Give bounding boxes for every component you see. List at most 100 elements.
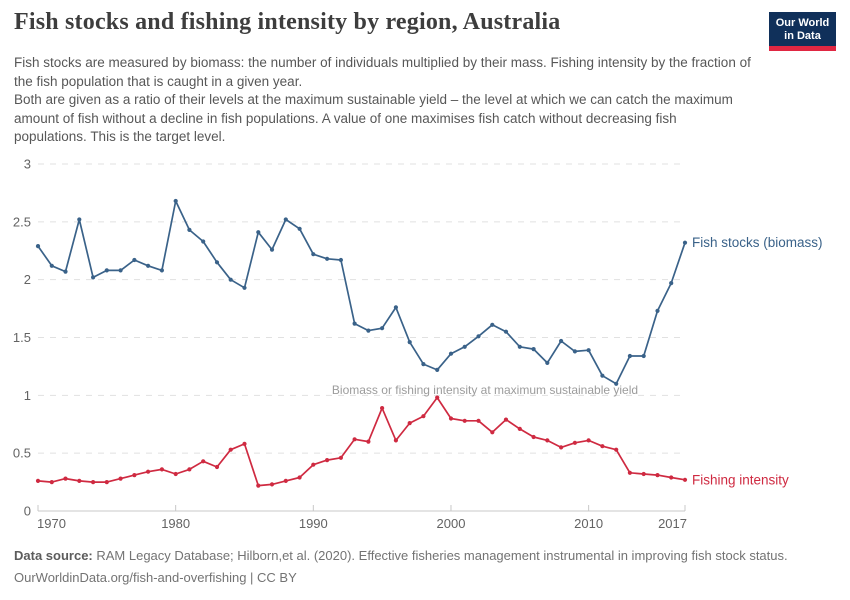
data-point-fishing-intensity[interactable] bbox=[146, 469, 151, 474]
data-point-fish-stocks-biomass[interactable] bbox=[682, 240, 688, 245]
data-point-fish-stocks-biomass[interactable] bbox=[380, 326, 385, 331]
data-point-fish-stocks-biomass[interactable] bbox=[173, 198, 178, 204]
data-point-fish-stocks-biomass[interactable] bbox=[77, 217, 82, 222]
data-point-fishing-intensity[interactable] bbox=[297, 475, 302, 480]
data-point-fish-stocks-biomass[interactable] bbox=[435, 367, 440, 372]
data-point-fish-stocks-biomass[interactable] bbox=[104, 268, 109, 273]
data-point-fish-stocks-biomass[interactable] bbox=[159, 268, 164, 273]
data-point-fish-stocks-biomass[interactable] bbox=[352, 321, 357, 326]
data-point-fishing-intensity[interactable] bbox=[311, 462, 316, 467]
data-point-fish-stocks-biomass[interactable] bbox=[49, 263, 54, 268]
data-point-fishing-intensity[interactable] bbox=[435, 395, 440, 400]
data-point-fishing-intensity[interactable] bbox=[35, 478, 41, 483]
data-point-fishing-intensity[interactable] bbox=[421, 414, 426, 419]
data-point-fishing-intensity[interactable] bbox=[517, 426, 522, 431]
data-point-fishing-intensity[interactable] bbox=[228, 447, 233, 452]
data-point-fish-stocks-biomass[interactable] bbox=[325, 256, 330, 261]
data-point-fish-stocks-biomass[interactable] bbox=[407, 340, 412, 345]
data-point-fishing-intensity[interactable] bbox=[462, 418, 467, 423]
series-line-fishing-intensity[interactable] bbox=[37, 396, 686, 487]
data-point-fishing-intensity[interactable] bbox=[366, 439, 371, 444]
data-point-fish-stocks-biomass[interactable] bbox=[559, 338, 564, 344]
data-point-fish-stocks-biomass[interactable] bbox=[448, 351, 454, 356]
data-point-fishing-intensity[interactable] bbox=[448, 416, 454, 421]
data-point-fish-stocks-biomass[interactable] bbox=[269, 247, 275, 252]
data-point-fishing-intensity[interactable] bbox=[63, 476, 68, 481]
data-point-fishing-intensity[interactable] bbox=[118, 476, 123, 481]
data-point-fish-stocks-biomass[interactable] bbox=[242, 285, 247, 290]
data-point-fish-stocks-biomass[interactable] bbox=[641, 353, 646, 359]
data-point-fish-stocks-biomass[interactable] bbox=[503, 329, 509, 334]
data-point-fish-stocks-biomass[interactable] bbox=[118, 268, 123, 273]
data-point-fish-stocks-biomass[interactable] bbox=[655, 308, 660, 313]
data-point-fish-stocks-biomass[interactable] bbox=[256, 230, 261, 235]
data-point-fishing-intensity[interactable] bbox=[214, 464, 220, 470]
data-point-fish-stocks-biomass[interactable] bbox=[132, 257, 137, 263]
data-point-fish-stocks-biomass[interactable] bbox=[531, 347, 536, 352]
data-point-fish-stocks-biomass[interactable] bbox=[393, 305, 398, 310]
data-point-fishing-intensity[interactable] bbox=[77, 478, 82, 483]
data-point-fish-stocks-biomass[interactable] bbox=[311, 252, 316, 257]
data-point-fish-stocks-biomass[interactable] bbox=[572, 349, 578, 354]
data-point-fishing-intensity[interactable] bbox=[325, 458, 330, 463]
data-point-fishing-intensity[interactable] bbox=[545, 438, 550, 443]
data-point-fish-stocks-biomass[interactable] bbox=[228, 277, 233, 282]
data-point-fish-stocks-biomass[interactable] bbox=[91, 275, 96, 280]
data-point-fishing-intensity[interactable] bbox=[173, 471, 178, 477]
data-point-fishing-intensity[interactable] bbox=[49, 480, 54, 485]
data-point-fishing-intensity[interactable] bbox=[572, 440, 578, 445]
data-point-fish-stocks-biomass[interactable] bbox=[214, 260, 220, 265]
data-point-fishing-intensity[interactable] bbox=[159, 467, 164, 472]
data-point-fishing-intensity[interactable] bbox=[352, 437, 357, 442]
data-point-fish-stocks-biomass[interactable] bbox=[517, 344, 522, 349]
data-point-fish-stocks-biomass[interactable] bbox=[63, 269, 68, 274]
data-point-fish-stocks-biomass[interactable] bbox=[297, 226, 302, 231]
data-point-fishing-intensity[interactable] bbox=[490, 430, 495, 435]
data-point-fishing-intensity[interactable] bbox=[600, 444, 605, 449]
data-point-fish-stocks-biomass[interactable] bbox=[600, 373, 605, 378]
owid-logo[interactable]: Our World in Data bbox=[769, 12, 836, 51]
data-point-fish-stocks-biomass[interactable] bbox=[366, 328, 371, 333]
data-point-fish-stocks-biomass[interactable] bbox=[201, 239, 206, 244]
data-point-fishing-intensity[interactable] bbox=[393, 438, 398, 443]
data-point-fishing-intensity[interactable] bbox=[256, 483, 261, 488]
data-point-fish-stocks-biomass[interactable] bbox=[669, 281, 674, 286]
series-line-fish-stocks-biomass[interactable] bbox=[37, 200, 686, 385]
data-point-fishing-intensity[interactable] bbox=[559, 445, 564, 450]
data-point-fishing-intensity[interactable] bbox=[586, 438, 591, 443]
data-point-fishing-intensity[interactable] bbox=[283, 478, 288, 483]
data-point-fish-stocks-biomass[interactable] bbox=[421, 362, 426, 367]
data-point-fishing-intensity[interactable] bbox=[531, 434, 536, 440]
data-point-fishing-intensity[interactable] bbox=[503, 417, 509, 422]
data-point-fishing-intensity[interactable] bbox=[627, 470, 633, 475]
data-point-fishing-intensity[interactable] bbox=[242, 441, 247, 446]
data-point-fishing-intensity[interactable] bbox=[104, 480, 109, 485]
data-point-fish-stocks-biomass[interactable] bbox=[490, 322, 495, 327]
data-point-fish-stocks-biomass[interactable] bbox=[283, 217, 288, 222]
data-point-fishing-intensity[interactable] bbox=[641, 471, 646, 477]
data-point-fish-stocks-biomass[interactable] bbox=[338, 257, 343, 263]
data-point-fish-stocks-biomass[interactable] bbox=[586, 348, 591, 353]
data-point-fish-stocks-biomass[interactable] bbox=[187, 227, 192, 232]
data-point-fishing-intensity[interactable] bbox=[201, 459, 206, 464]
data-point-fish-stocks-biomass[interactable] bbox=[614, 381, 619, 386]
data-point-fish-stocks-biomass[interactable] bbox=[462, 344, 467, 349]
data-point-fishing-intensity[interactable] bbox=[669, 475, 674, 480]
data-point-fishing-intensity[interactable] bbox=[269, 482, 275, 487]
data-point-fishing-intensity[interactable] bbox=[380, 406, 385, 411]
data-point-fishing-intensity[interactable] bbox=[682, 477, 688, 482]
data-point-fishing-intensity[interactable] bbox=[407, 421, 412, 426]
data-point-fish-stocks-biomass[interactable] bbox=[35, 244, 41, 249]
data-point-fishing-intensity[interactable] bbox=[132, 473, 137, 478]
data-point-fish-stocks-biomass[interactable] bbox=[545, 360, 550, 365]
data-point-fish-stocks-biomass[interactable] bbox=[146, 263, 151, 268]
data-point-fishing-intensity[interactable] bbox=[614, 447, 619, 452]
data-point-fishing-intensity[interactable] bbox=[338, 455, 343, 460]
data-point-fishing-intensity[interactable] bbox=[187, 467, 192, 472]
data-point-fish-stocks-biomass[interactable] bbox=[627, 353, 633, 359]
data-point-fishing-intensity[interactable] bbox=[476, 418, 481, 423]
data-point-fish-stocks-biomass[interactable] bbox=[476, 334, 481, 339]
data-point-fishing-intensity[interactable] bbox=[655, 473, 660, 478]
series-fish-stocks-biomass[interactable]: Fish stocks (biomass) bbox=[35, 198, 823, 386]
